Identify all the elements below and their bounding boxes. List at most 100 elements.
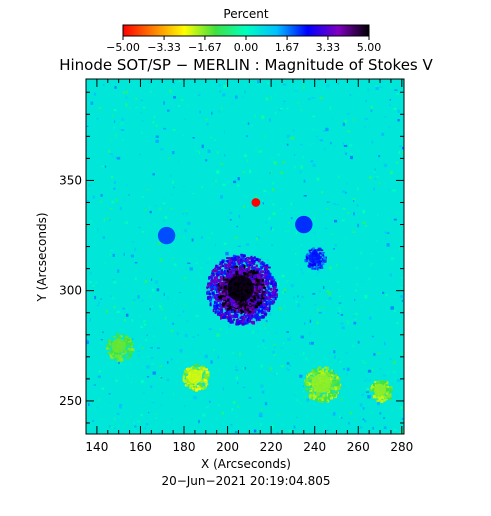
heatmap-feature — [223, 270, 226, 272]
heatmap-pixel — [316, 321, 319, 325]
heatmap-pixel — [187, 221, 191, 225]
heatmap-feature — [306, 256, 309, 259]
heatmap-feature — [201, 365, 206, 369]
heatmap-feature — [209, 303, 212, 307]
heatmap-feature — [316, 264, 321, 268]
heatmap-feature — [111, 352, 114, 356]
heatmap-pixel — [125, 183, 128, 187]
heatmap-feature — [265, 276, 267, 279]
heatmap-feature — [258, 291, 261, 293]
heatmap-feature — [309, 388, 312, 391]
heatmap-pixel — [331, 414, 334, 417]
heatmap-pixel — [283, 288, 287, 292]
heatmap-feature — [216, 274, 219, 278]
heatmap-image — [86, 79, 404, 434]
heatmap-pixel — [373, 353, 376, 356]
heatmap-feature — [229, 320, 233, 324]
heatmap-feature — [309, 393, 312, 396]
heatmap-feature — [223, 289, 226, 293]
heatmap-pixel — [313, 231, 317, 234]
heatmap-feature — [316, 266, 319, 271]
heatmap-pixel — [348, 422, 350, 425]
heatmap-feature — [320, 262, 325, 266]
heatmap-pixel — [397, 118, 400, 122]
heatmap-pixel — [116, 310, 120, 313]
heatmap-pixel — [312, 128, 316, 130]
heatmap-feature — [245, 262, 248, 265]
heatmap-pixel — [98, 398, 100, 401]
heatmap-feature — [255, 282, 259, 287]
heatmap-pixel — [232, 401, 236, 404]
heatmap-feature — [274, 296, 277, 301]
heatmap-pixel — [329, 106, 332, 110]
heatmap-pixel — [395, 394, 398, 397]
heatmap-pixel — [159, 404, 163, 406]
heatmap-pixel — [312, 115, 316, 118]
heatmap-pixel — [333, 202, 336, 206]
heatmap-feature — [254, 281, 257, 285]
heatmap-feature — [242, 307, 245, 310]
heatmap-pixel — [294, 392, 298, 396]
heatmap-feature — [259, 294, 262, 298]
heatmap-feature — [265, 303, 269, 306]
heatmap-pixel — [350, 155, 354, 160]
heatmap-pixel — [172, 150, 175, 155]
heatmap-feature — [317, 371, 322, 374]
heatmap-pixel — [247, 122, 250, 125]
heatmap-pixel — [211, 111, 213, 115]
heatmap-pixel — [150, 347, 153, 349]
heatmap-feature — [236, 259, 239, 263]
heatmap-pixel — [290, 217, 293, 220]
heatmap-feature — [372, 385, 376, 389]
heatmap-pixel — [125, 96, 128, 100]
heatmap-pixel — [250, 124, 253, 128]
heatmap-pixel — [359, 325, 362, 327]
heatmap-pixel — [359, 403, 363, 407]
heatmap-pixel — [364, 380, 367, 382]
heatmap-feature — [193, 364, 196, 368]
heatmap-pixel — [139, 153, 141, 156]
heatmap-feature — [227, 279, 231, 282]
heatmap-pixel — [389, 99, 391, 101]
heatmap-pixel — [257, 80, 259, 84]
heatmap-feature — [203, 372, 206, 376]
heatmap-pixel — [330, 141, 332, 145]
heatmap-pixel — [151, 288, 155, 292]
heatmap-feature — [248, 310, 252, 313]
heatmap-pixel — [99, 370, 102, 373]
heatmap-pixel — [293, 425, 296, 429]
heatmap-feature — [316, 391, 319, 394]
heatmap-pixel — [242, 386, 246, 389]
heatmap-pixel — [257, 329, 259, 333]
heatmap-pixel — [297, 295, 299, 298]
heatmap-feature — [214, 311, 217, 314]
heatmap-feature — [186, 367, 190, 370]
heatmap-pixel — [356, 204, 359, 207]
heatmap-feature — [308, 379, 312, 382]
heatmap-feature — [251, 258, 254, 263]
heatmap-pixel — [182, 213, 184, 215]
heatmap-pixel — [125, 90, 128, 94]
heatmap-pixel — [166, 378, 170, 382]
heatmap-pixel — [329, 121, 332, 125]
heatmap-feature — [228, 257, 231, 261]
heatmap-pixel — [156, 288, 160, 292]
heatmap-pixel — [277, 281, 280, 284]
x-axis-label: X (Arcseconds) — [201, 457, 291, 471]
heatmap-pixel — [275, 331, 278, 334]
heatmap-pixel — [234, 431, 238, 433]
heatmap-feature — [203, 385, 207, 390]
heatmap-pixel — [102, 367, 104, 371]
heatmap-pixel — [238, 214, 241, 219]
heatmap-feature — [244, 304, 247, 307]
heatmap-feature — [333, 393, 336, 398]
heatmap-pixel — [222, 93, 226, 97]
heatmap-pixel — [280, 171, 284, 175]
heatmap-feature — [232, 309, 235, 313]
heatmap-feature — [251, 321, 256, 325]
heatmap-pixel — [265, 97, 269, 101]
colorbar — [122, 24, 370, 37]
heatmap-pixel — [326, 290, 330, 293]
heatmap-pixel — [92, 284, 95, 287]
heatmap-feature — [219, 302, 222, 305]
